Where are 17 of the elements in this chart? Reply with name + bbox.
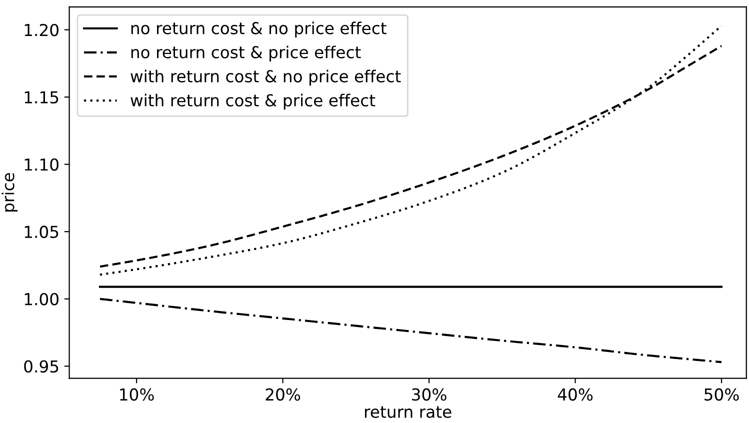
y-tick-label: 0.95 — [24, 360, 58, 373]
y-tick-label: 1.10 — [24, 158, 58, 171]
y-axis-title: price — [2, 173, 18, 212]
y-tick-label: 1.20 — [24, 24, 58, 36]
legend-label: with return cost & no price effect — [130, 70, 401, 86]
x-tick-label: 50% — [704, 388, 739, 401]
y-tick-label: 1.15 — [24, 91, 58, 104]
y-tick-label: 1.00 — [24, 292, 58, 306]
x-tick-label: 30% — [412, 388, 446, 401]
x-tick-label: 10% — [120, 388, 154, 401]
legend-label: no return cost & no price effect — [131, 22, 386, 38]
legend-label: no return cost & price effect — [131, 46, 361, 62]
x-tick-label: 20% — [266, 388, 300, 401]
x-tick-label: 40% — [558, 388, 593, 401]
x-axis-title: return rate — [365, 406, 452, 418]
y-tick-label: 1.05 — [24, 226, 58, 238]
legend-label: with return cost & price effect — [130, 94, 376, 110]
